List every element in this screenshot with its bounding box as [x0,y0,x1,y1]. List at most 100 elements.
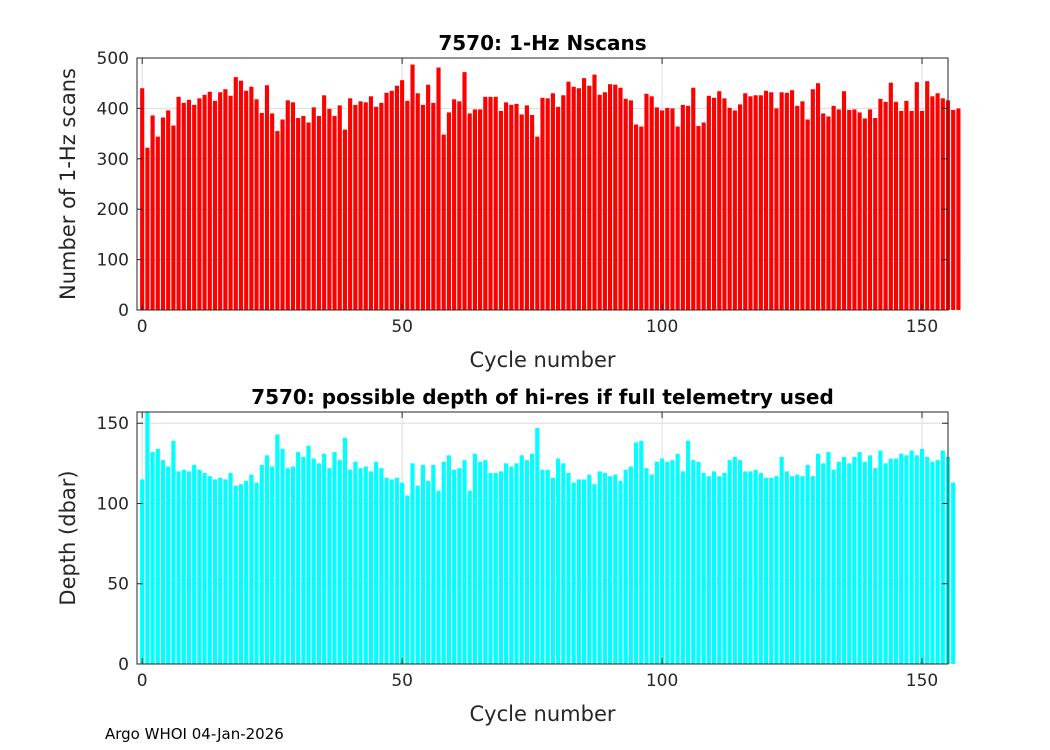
bar [420,104,426,310]
bar [717,476,722,664]
bar [405,495,410,664]
bar [228,472,233,664]
bar [212,100,218,310]
bar [472,109,477,311]
bar [847,109,852,310]
bar [426,84,431,310]
x-tick-label: 50 [391,317,413,337]
bar [826,452,831,664]
bar [192,104,197,310]
bar [405,100,410,310]
bar [737,460,743,664]
bar [852,456,857,664]
bar [358,468,363,664]
bar [639,440,644,664]
bar [956,108,961,311]
bar [545,98,550,310]
bar [311,107,316,310]
bar [389,90,394,310]
x-tick-label: 0 [137,317,148,337]
y-tick-label: 0 [118,655,129,675]
bar [238,80,244,311]
bar [576,88,581,311]
bar [561,95,566,311]
bar [535,136,540,310]
bar [446,112,452,310]
bar [644,93,649,310]
bar [815,83,821,310]
bar [878,98,883,310]
x-axis-label: Cycle number [469,702,615,726]
bar [249,86,254,310]
bar [509,466,514,664]
bar [145,412,150,664]
bar [706,476,711,664]
bar [400,80,405,311]
bar [488,472,493,664]
bar [285,468,290,664]
bar [800,101,805,311]
bar [566,81,571,310]
bar [779,92,784,310]
bar [452,469,457,664]
bar [670,460,675,664]
bar [290,466,296,664]
bar [296,452,301,664]
bar [337,460,342,664]
y-tick-label: 300 [97,150,129,170]
bar [587,474,592,664]
bar [446,455,452,664]
bar [212,479,218,664]
bar [368,471,374,664]
bar [306,445,311,664]
bar [394,85,400,310]
bar [763,90,769,310]
bar [784,471,789,664]
bar [919,448,925,664]
bar [363,466,368,664]
bar [530,114,535,311]
bar [457,101,462,311]
bar [160,117,166,310]
bar [680,471,685,664]
bar [155,448,160,664]
bar [893,101,899,311]
bar [561,463,566,664]
y-tick-label: 400 [97,99,129,119]
bar [649,96,654,310]
bar [711,471,717,664]
bar [639,126,644,310]
bar [452,99,457,310]
bar [530,453,535,664]
bar [940,98,945,310]
bar [696,461,701,664]
bar [935,460,940,664]
bar [925,81,930,311]
bar [285,100,290,310]
bar [550,93,555,310]
bar [623,98,628,310]
bar [675,126,680,310]
bar [805,119,810,310]
bar [909,110,914,310]
bar [779,456,784,664]
bar [264,85,270,310]
bar [228,95,233,310]
bar [540,469,545,664]
bar [379,468,384,664]
bar [763,477,769,664]
bar [166,466,171,664]
y-tick-label: 100 [97,251,129,271]
bar [597,471,602,664]
bar [519,114,524,310]
bar [483,96,488,310]
bar [363,102,368,311]
bar [140,479,145,664]
bar [696,126,701,310]
bar [498,110,503,310]
bar [743,93,748,310]
y-axis-label: Depth (dbar) [56,470,80,605]
bar [873,117,878,310]
bar [462,72,467,310]
bar [462,460,467,664]
